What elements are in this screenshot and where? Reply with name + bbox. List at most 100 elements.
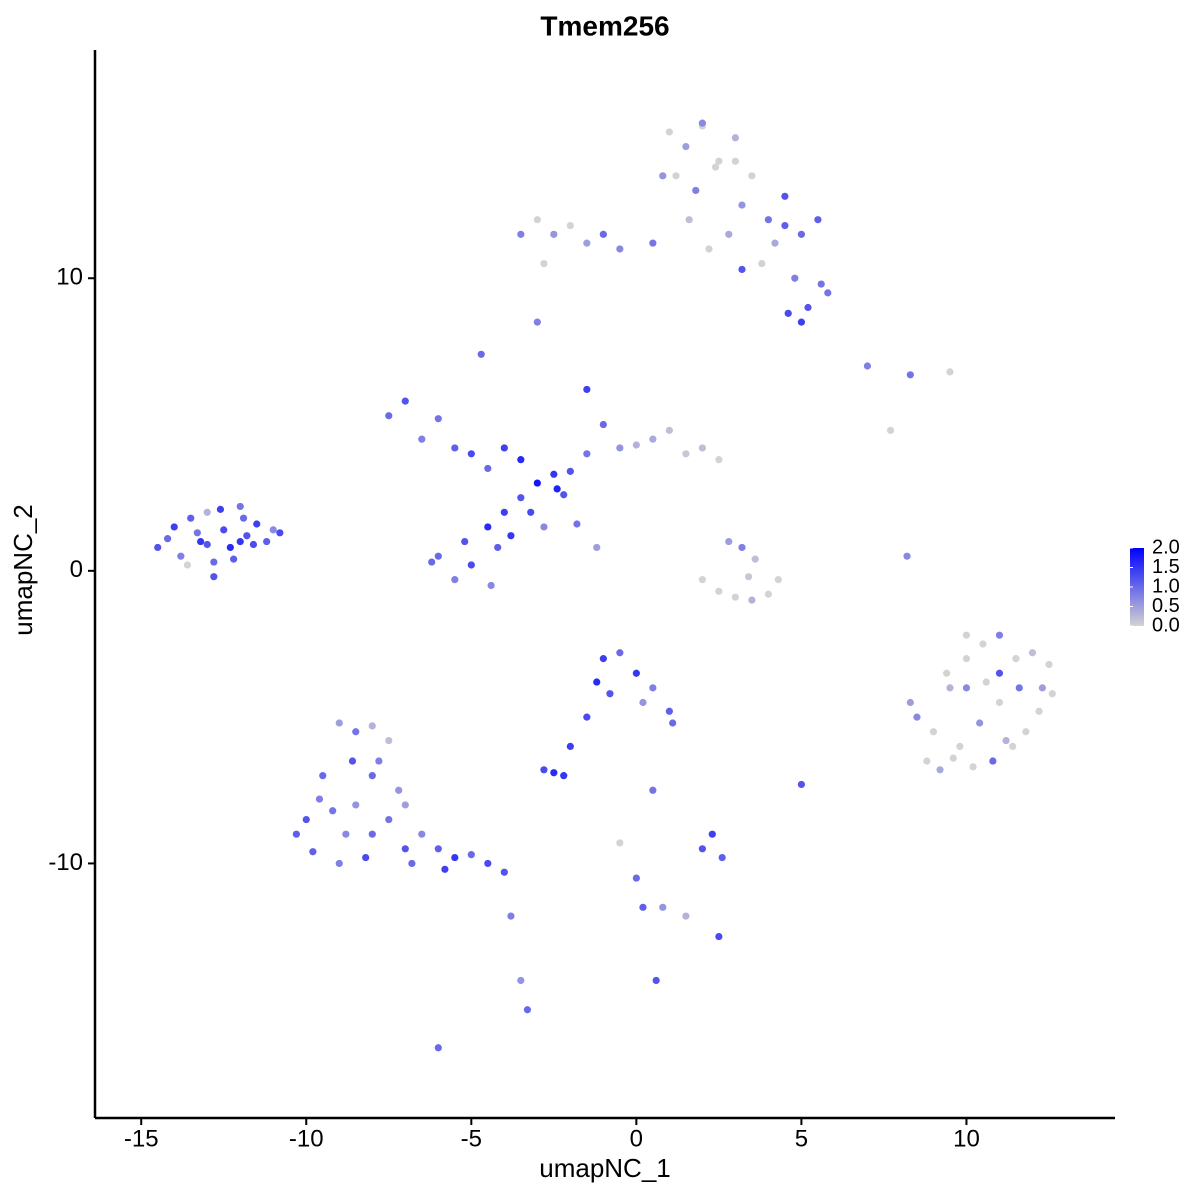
point [1038, 684, 1046, 692]
point [183, 561, 192, 569]
point [708, 830, 716, 838]
point [639, 698, 647, 707]
point [979, 640, 987, 648]
point [669, 719, 677, 727]
point [698, 444, 706, 452]
point [599, 655, 607, 663]
point [1002, 736, 1010, 745]
point [593, 678, 601, 686]
point [698, 845, 706, 853]
point [395, 786, 403, 794]
point [774, 576, 782, 584]
point [969, 763, 977, 771]
point [560, 491, 568, 499]
point [550, 230, 558, 238]
point [903, 552, 911, 560]
point [230, 555, 238, 563]
point [771, 239, 779, 247]
point [276, 529, 284, 537]
color-tick-label: 0.5 [1152, 595, 1180, 617]
point [982, 678, 990, 686]
point [791, 274, 799, 282]
point [550, 769, 558, 777]
x-tick-label: 0 [630, 1125, 643, 1152]
x-tick-label: -5 [461, 1125, 482, 1152]
point [583, 450, 591, 458]
point [434, 1044, 442, 1052]
point [362, 853, 370, 862]
point [428, 558, 436, 566]
point [863, 362, 872, 370]
point [817, 280, 825, 288]
point [715, 587, 723, 595]
point [315, 795, 324, 803]
point [738, 543, 746, 552]
point [566, 221, 574, 230]
y-tick-label: -10 [48, 849, 83, 876]
point [718, 853, 726, 862]
point [292, 830, 300, 838]
point [517, 494, 525, 502]
point [715, 157, 723, 165]
point [659, 903, 667, 911]
point [451, 853, 459, 862]
point [764, 590, 772, 598]
point [748, 596, 756, 604]
point [995, 631, 1004, 639]
point [923, 757, 931, 765]
point [550, 470, 558, 478]
point [748, 172, 756, 180]
point [269, 526, 277, 534]
point [913, 713, 921, 721]
point [698, 576, 706, 584]
point [523, 1006, 532, 1014]
point [484, 859, 492, 868]
point [467, 851, 475, 859]
point [540, 523, 548, 531]
point [715, 932, 723, 941]
point [886, 426, 895, 434]
point [560, 772, 568, 780]
color-tick-label: 0.0 [1152, 614, 1180, 636]
point [797, 780, 806, 789]
point [216, 505, 225, 513]
point [599, 420, 607, 429]
point [906, 371, 914, 379]
point [731, 157, 739, 165]
x-tick-label: 5 [795, 1125, 808, 1152]
point [236, 537, 244, 546]
point [418, 435, 426, 443]
point [236, 502, 244, 511]
point [375, 757, 383, 765]
point [451, 576, 459, 584]
y-tick-label: 0 [70, 556, 83, 583]
point [936, 766, 944, 774]
point [583, 239, 591, 247]
point [616, 444, 624, 452]
point [507, 532, 515, 540]
point [197, 537, 205, 546]
point [348, 757, 357, 765]
point [517, 230, 525, 238]
point [989, 757, 997, 765]
point [385, 815, 393, 824]
color-tick-label: 1.0 [1152, 575, 1180, 597]
point [804, 303, 812, 312]
point [500, 444, 508, 452]
point [705, 245, 713, 253]
point [956, 742, 964, 750]
point [342, 830, 350, 838]
point [210, 573, 218, 581]
point [946, 684, 954, 692]
point [781, 221, 789, 230]
point [477, 350, 485, 358]
color-tick-label: 1.5 [1152, 556, 1180, 578]
point [573, 520, 581, 528]
point [632, 441, 640, 449]
point [649, 786, 657, 794]
point [540, 260, 548, 268]
point [751, 555, 759, 563]
point [302, 815, 310, 824]
point [976, 719, 984, 727]
point [461, 537, 469, 546]
